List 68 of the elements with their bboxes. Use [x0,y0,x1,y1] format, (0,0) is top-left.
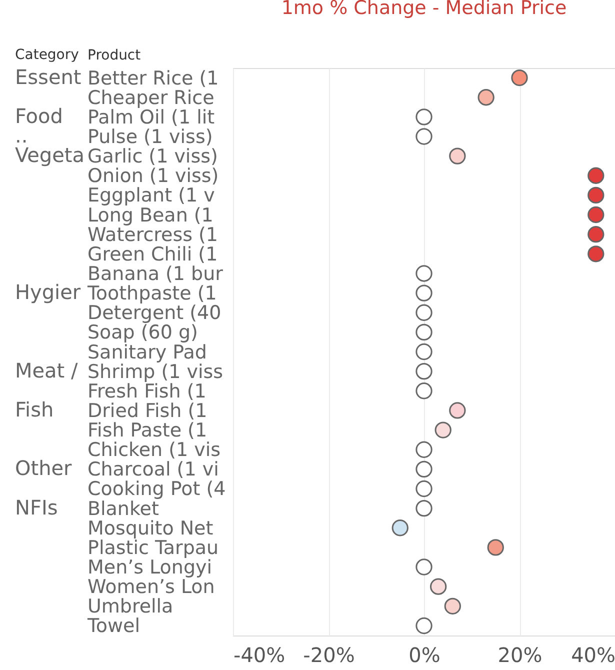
point [430,578,447,595]
x-tick-label: 40% [571,643,615,668]
y-tick-label: Onion (1 viss) [88,165,219,188]
point [434,422,452,438]
y-tick-label: Sanitary Pad [88,341,207,364]
point [416,128,432,145]
point [416,343,432,360]
point [588,226,604,243]
y-tick-label: Long Bean (1 [88,204,214,226]
point [588,167,604,184]
point [511,69,528,86]
point [416,284,432,302]
point [392,520,408,536]
y-tick-label: Detergent (40 [88,302,222,324]
text: NFIs [15,495,58,520]
text: Hygier [15,280,82,304]
y-tick-label: Charcoal (1 vi [88,458,219,481]
x-tick-label: 20% [498,643,542,668]
point [416,363,432,380]
y-tick-label: Cheaper Rice [88,86,214,109]
y-tick-label: Better Rice (1 [88,67,219,90]
y-tick-label: Fish Paste (1 [88,420,208,442]
y-tick-label: Pulse (1 viss) [88,126,213,148]
y-tick-label: Green Chili (1 [88,243,218,266]
y-tick-label: Cooking Pot (4 [88,478,226,500]
y-tick-label: Palm Oil (1 lit [88,106,215,128]
text: Category [15,47,79,63]
y-tick-label: Umbrella [88,596,174,618]
point [588,186,604,204]
y-tick-label: Fresh Fish (1 [88,380,206,402]
y-tick-label: Banana (1 bur [88,262,224,285]
point [416,441,432,458]
y-tick-label: Women’s Lon [88,576,215,598]
point [416,324,432,341]
y-tick-label: Dried Fish (1 [88,400,208,422]
point [416,480,432,498]
point [416,460,432,478]
y-axis-title: Product [88,48,142,64]
point [478,89,494,106]
point [416,558,432,576]
point [416,617,432,634]
point [416,265,432,282]
x-tick-label: -40% [234,643,286,668]
point [444,598,461,614]
text: Fish [15,397,54,422]
y-tick-label: Soap (60 g) [88,322,198,344]
point [416,382,432,400]
y-tick-label: Chicken (1 vis [88,439,220,462]
y-tick-label: Towel [86,615,140,638]
point [416,304,432,321]
point [449,402,466,419]
y-tick-label: Eggplant (1 v [88,184,215,207]
text: Meat / [15,358,78,382]
point [588,246,604,262]
y-tick-label: Blanket [88,498,159,520]
y-tick-label: Toothpaste (1 [86,282,217,305]
x-tick-label: -20% [303,643,355,668]
y-tick-label: Mosquito Net [88,517,214,540]
text: Essent [15,64,82,89]
text: Other [15,456,73,480]
y-tick-label: Men’s Longyi [88,556,212,579]
point [588,206,604,224]
point [449,148,466,164]
point [416,108,432,126]
point [487,539,504,556]
y-tick-label: Garlic (1 viss) [88,146,218,168]
point [416,500,432,517]
x-tick-label: 0% [408,643,440,668]
